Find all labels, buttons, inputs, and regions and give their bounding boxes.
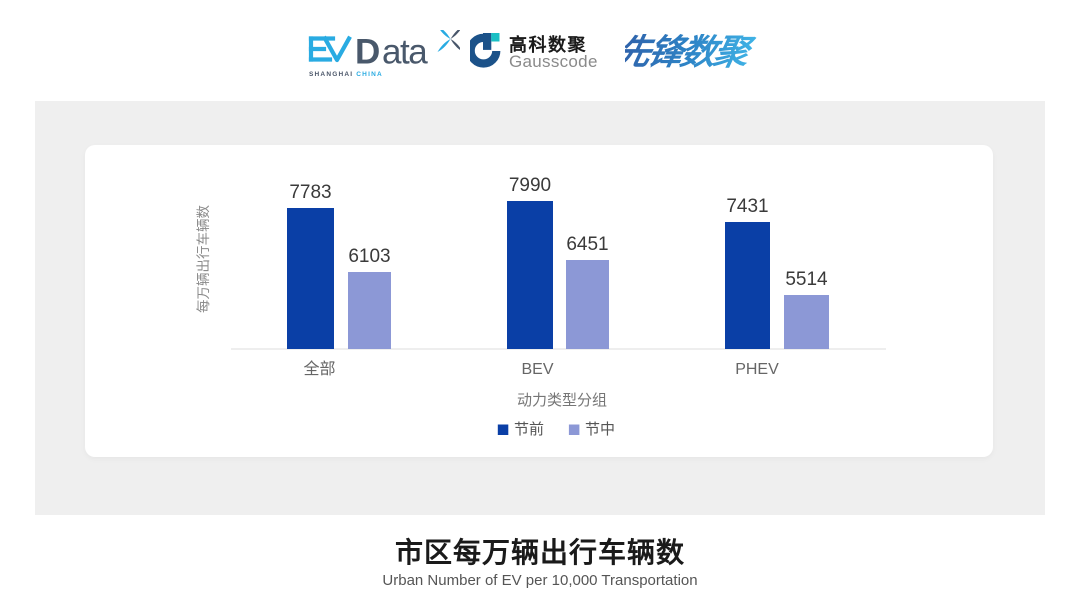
svg-text:6103: 6103 — [348, 246, 390, 267]
svg-text:6451: 6451 — [566, 234, 608, 255]
svg-text:每万辆出行车辆数: 每万辆出行车辆数 — [195, 205, 211, 313]
svg-text:7990: 7990 — [509, 175, 551, 196]
svg-text:节前: 节前 — [514, 421, 544, 438]
svg-text:先锋数聚: 先锋数聚 — [625, 33, 758, 72]
svg-text:PHEV: PHEV — [735, 361, 779, 378]
svg-text:7783: 7783 — [289, 182, 331, 203]
svg-text:SHANGHAI CHINA: SHANGHAI CHINA — [309, 71, 383, 78]
svg-text:Gausscode: Gausscode — [509, 52, 598, 71]
svg-text:节中: 节中 — [585, 421, 615, 438]
svg-text:ata: ata — [382, 33, 428, 72]
svg-text:BEV: BEV — [521, 361, 553, 378]
svg-text:动力类型分组: 动力类型分组 — [517, 392, 607, 409]
svg-text:7431: 7431 — [726, 196, 768, 217]
svg-text:5514: 5514 — [785, 269, 828, 290]
svg-text:D: D — [355, 33, 379, 72]
svg-text:全部: 全部 — [303, 360, 335, 378]
